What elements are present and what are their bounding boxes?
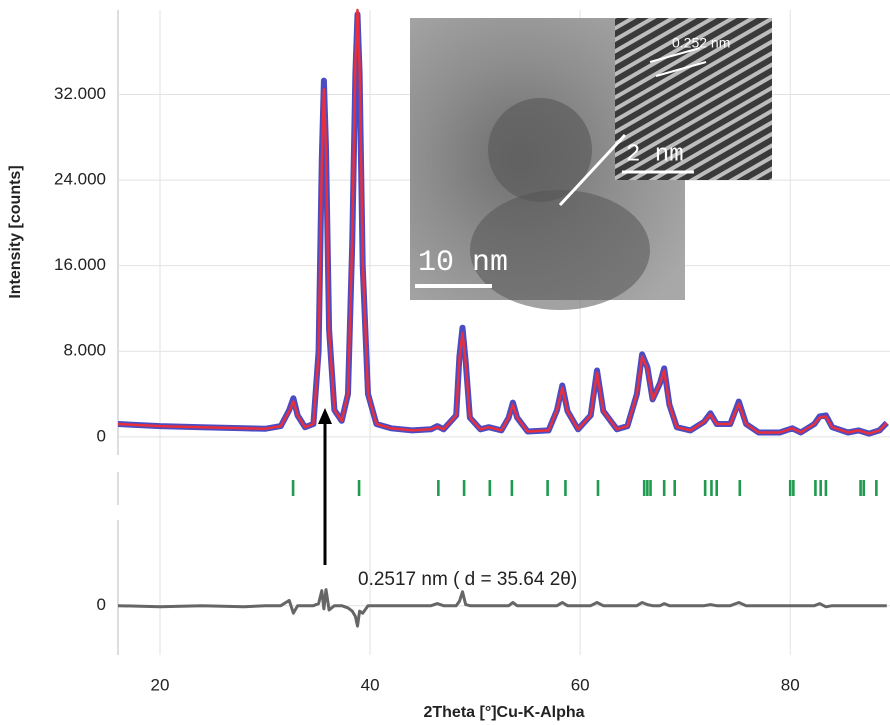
reflection-tick bbox=[662, 480, 666, 496]
calculated-line bbox=[117, 8, 888, 435]
y-tick-label: 0 bbox=[97, 426, 106, 445]
lattice-marker bbox=[649, 47, 701, 63]
reflection-tick bbox=[715, 480, 718, 496]
reflection-tick bbox=[792, 480, 795, 496]
particle bbox=[488, 98, 592, 202]
reflection-tick bbox=[291, 480, 295, 496]
reflection-tick bbox=[357, 480, 361, 496]
y-tick-label: 0 bbox=[97, 595, 106, 614]
x-axis-label: 2Theta [°]Cu-K-Alpha bbox=[423, 704, 584, 721]
reflection-tick bbox=[710, 480, 713, 496]
reflection-tick bbox=[814, 480, 817, 496]
reflection-tick bbox=[862, 480, 866, 496]
reflection-tick bbox=[738, 480, 742, 496]
reflection-tick bbox=[510, 480, 514, 496]
lattice-label: 0.252 nm bbox=[672, 35, 730, 51]
reflection-tick bbox=[673, 480, 676, 496]
inset-arrow bbox=[558, 133, 627, 207]
reflection-tick bbox=[649, 480, 652, 496]
y-tick-label: 16.000 bbox=[54, 255, 106, 274]
x-tick-label: 20 bbox=[151, 675, 170, 694]
reflection-tick bbox=[596, 480, 600, 496]
lattice-marker bbox=[655, 61, 707, 77]
scale-label: 2 nm bbox=[626, 141, 684, 168]
y-tick-label: 32.000 bbox=[54, 84, 106, 103]
reflection-tick bbox=[703, 480, 707, 496]
y-tick-label: 24.000 bbox=[54, 170, 106, 189]
particle bbox=[470, 190, 650, 310]
reflection-tick bbox=[859, 480, 862, 496]
y-tick-label: 8.000 bbox=[63, 341, 106, 360]
reflection-tick bbox=[642, 480, 646, 496]
scale-label: 10 nm bbox=[418, 246, 508, 280]
reflection-tick bbox=[437, 480, 440, 496]
reflection-tick bbox=[546, 480, 549, 496]
reflection-tick bbox=[564, 480, 567, 496]
reflection-tick bbox=[824, 480, 828, 496]
annotation: 0.2517 nm ( d = 35.64 2θ) bbox=[358, 569, 577, 590]
difference-line bbox=[117, 588, 887, 628]
hrtem-image bbox=[615, 18, 772, 180]
reflection-tick bbox=[646, 480, 649, 496]
reflection-tick bbox=[875, 480, 878, 496]
reflection-tick bbox=[788, 480, 792, 496]
x-tick-label: 80 bbox=[781, 675, 800, 694]
reflection-tick bbox=[462, 480, 466, 496]
annotation-arrowhead bbox=[318, 408, 332, 424]
reflection-tick bbox=[488, 480, 492, 496]
x-tick-label: 40 bbox=[361, 675, 380, 694]
tem-inset: 10 nm 2 nm 0.252 nm bbox=[410, 18, 772, 310]
x-tick-label: 60 bbox=[571, 675, 590, 694]
y-axis-label: Intensity [counts] bbox=[7, 165, 24, 298]
reflection-tick bbox=[819, 480, 822, 496]
